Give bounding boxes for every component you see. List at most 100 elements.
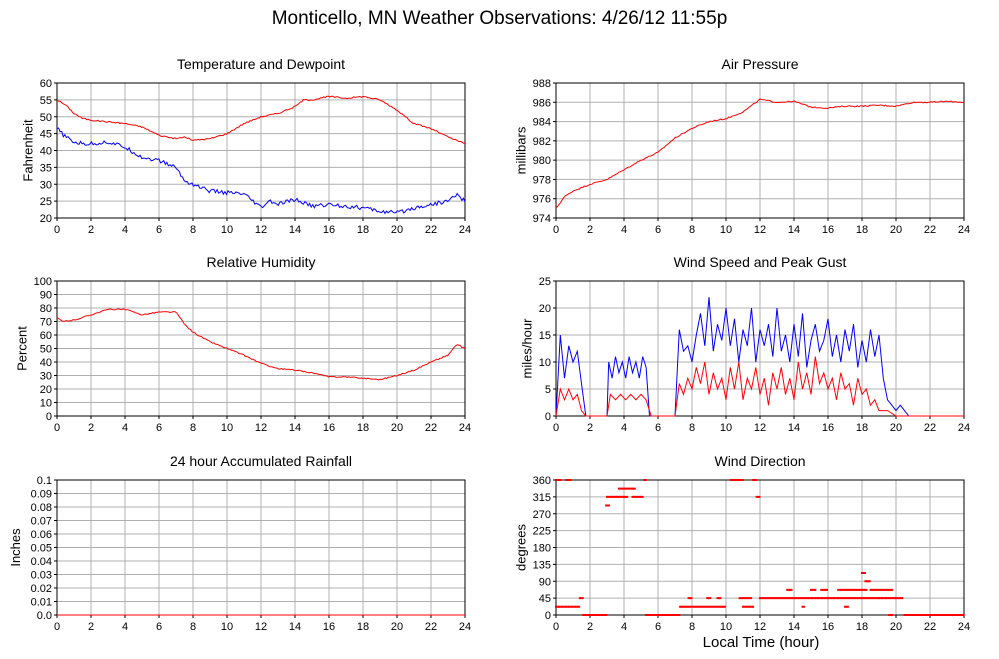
wind-direction-point (929, 614, 932, 616)
wind-direction-point (941, 614, 944, 616)
wind-direction-point (834, 597, 837, 600)
series-line (56, 95, 466, 144)
wind-direction-point (743, 605, 746, 608)
wind-direction-point (792, 597, 795, 600)
wind-direction-point (789, 597, 792, 600)
x-tick-label: 14 (289, 224, 301, 236)
wind-direction-point (920, 614, 923, 616)
wind-direction-point (665, 614, 668, 616)
wind-direction-point (848, 597, 851, 600)
x-tick-label: 24 (459, 621, 471, 633)
wind-direction-point (693, 605, 696, 608)
x-tick-label: 14 (788, 422, 800, 434)
wind-direction-point (819, 597, 822, 600)
wind-direction-point (787, 597, 790, 600)
wind-direction-point (556, 605, 559, 608)
wind-direction-point (885, 588, 888, 591)
x-tick-label: 10 (720, 621, 732, 633)
wind-direction-point (614, 495, 617, 498)
wind-direction-point (800, 597, 803, 600)
wind-direction-point (732, 479, 735, 481)
x-tick-label: 2 (587, 422, 593, 434)
chart-title: Wind Speed and Peak Gust (674, 254, 847, 270)
y-tick-label: 976 (533, 194, 551, 206)
page-title: Monticello, MN Weather Observations: 4/2… (271, 8, 728, 29)
wind-direction-point (624, 495, 627, 498)
wind-direction-point (600, 614, 603, 616)
wind-direction-point (734, 479, 737, 481)
wind-direction-point (759, 597, 761, 600)
wind-direction-point (616, 495, 619, 498)
wind-direction-point (787, 588, 790, 591)
x-tick-label: 10 (221, 621, 233, 633)
wind-direction-point (882, 597, 885, 600)
wind-direction-point (758, 495, 761, 498)
y-axis-label: Inches (8, 528, 23, 567)
wind-direction-point (634, 495, 637, 498)
wind-direction-point (945, 614, 948, 616)
chart-title: Air Pressure (721, 56, 798, 72)
y-tick-label: 225 (533, 526, 551, 538)
wind-direction-point (740, 479, 743, 481)
x-tick-label: 22 (924, 422, 936, 434)
x-tick-label: 16 (822, 621, 834, 633)
series-line (555, 356, 964, 417)
x-tick-label: 18 (856, 224, 868, 236)
wind-direction-point (713, 605, 716, 608)
wind-direction-point (855, 588, 858, 591)
wind-direction-point (961, 614, 964, 616)
wind-direction-point (644, 479, 647, 481)
x-tick-label: 2 (587, 621, 593, 633)
series-line (56, 127, 466, 215)
wind-direction-point (710, 605, 713, 608)
wind-direction-point (663, 614, 666, 616)
wind-direction-point (575, 605, 578, 608)
wind-direction-point (689, 597, 692, 600)
x-tick-label: 16 (822, 422, 834, 434)
wind-direction-point (782, 597, 785, 600)
wind-direction-point (842, 597, 845, 600)
wind-direction-point (888, 597, 891, 600)
wind-direction-point (619, 495, 622, 498)
wind-direction-point (592, 614, 595, 616)
wind-direction-point (938, 614, 941, 616)
wind-direction-point (855, 597, 858, 600)
wind-direction-point (955, 614, 958, 616)
wind-direction-point (820, 588, 823, 591)
wind-direction-point (806, 597, 809, 600)
x-tick-label: 16 (323, 224, 335, 236)
wind-direction-point (803, 597, 806, 600)
x-tick-label: 16 (323, 422, 335, 434)
wind-direction-point (640, 495, 643, 498)
wind-direction-point (840, 588, 843, 591)
wind-direction-point (862, 588, 865, 591)
wind-direction-point (626, 487, 629, 490)
wind-direction-point (769, 597, 772, 600)
wind-direction-point (753, 479, 756, 481)
wind-direction-point (932, 614, 935, 616)
x-tick-label: 18 (357, 224, 369, 236)
x-tick-label: 24 (958, 621, 970, 633)
wind-direction-point (559, 479, 562, 481)
wind-direction-point (832, 597, 835, 600)
y-tick-label: 135 (533, 559, 551, 571)
wind-direction-point (915, 614, 918, 616)
wind-direction-point (865, 597, 868, 600)
y-tick-label: 25 (40, 196, 52, 208)
wind-direction-point (857, 597, 860, 600)
x-tick-label: 24 (958, 422, 970, 434)
y-tick-label: 0.02 (31, 583, 52, 595)
wind-direction-point (633, 487, 636, 490)
y-tick-label: 0.06 (31, 529, 52, 541)
wind-direction-point (690, 605, 693, 608)
wind-direction-point (645, 614, 648, 616)
wind-direction-point (943, 614, 946, 616)
wind-direction-point (617, 495, 620, 498)
wind-direction-point (822, 597, 825, 600)
wind-direction-point (605, 614, 608, 616)
wind-direction-point (668, 614, 671, 616)
wind-direction-point (649, 614, 652, 616)
x-tick-label: 0 (54, 224, 60, 236)
wind-direction-point (867, 597, 870, 600)
wind-direction-point (621, 495, 624, 498)
